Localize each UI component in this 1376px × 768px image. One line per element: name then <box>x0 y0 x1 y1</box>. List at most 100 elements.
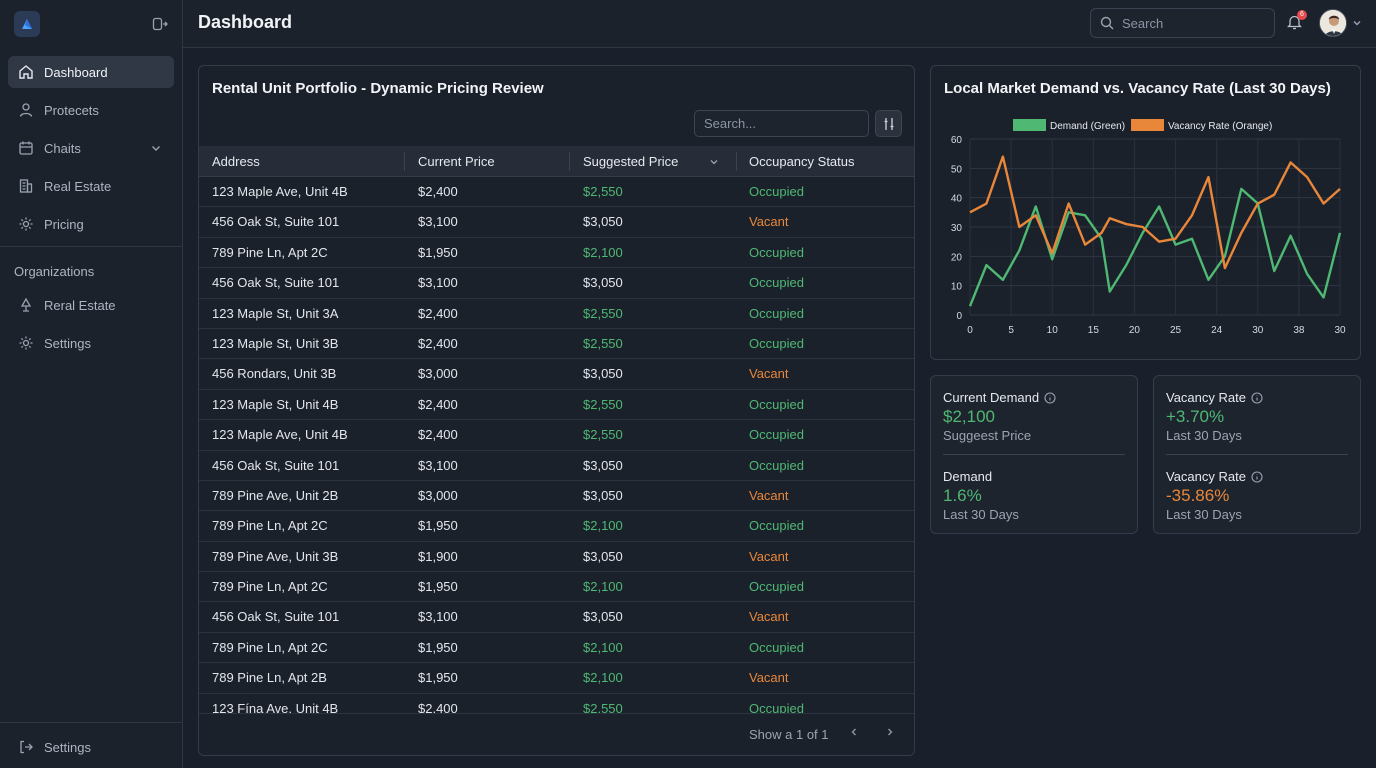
sidebar-nav: Dashboard Protecets Chaits Real Estate P… <box>0 48 182 240</box>
app-logo-icon[interactable] <box>14 11 40 37</box>
vacancy-stat-card: Vacancy Rate +3.70% Last 30 Days Vacancy… <box>1153 375 1361 534</box>
y-tick-label: 10 <box>951 282 963 293</box>
table-row[interactable]: 789 Pine Ave, Unit 2B $3,000 $3,050 Vacant <box>199 481 914 512</box>
stat-label: Vacancy Rate <box>1166 469 1263 484</box>
address-cell: 123 Maple St, Unit 4B <box>212 396 339 412</box>
table-row[interactable]: 123 Fína Ave, Unit 4B $2,400 $2,550 Occupi… <box>199 694 914 714</box>
gear-icon <box>18 216 34 232</box>
table-row[interactable]: 789 Pine Ave, Unit 3B $1,900 $3,050 Vacant <box>199 542 914 573</box>
sidebar-item-chaits[interactable]: Chaits <box>8 132 174 164</box>
table-search[interactable] <box>694 110 869 137</box>
sidebar-item-label: Reral Estate <box>44 297 116 313</box>
sidebar-item-pricing[interactable]: Pricing <box>8 208 174 240</box>
stat-value: +3.70% <box>1166 407 1225 426</box>
sidebar-item-dashboard[interactable]: Dashboard <box>8 56 174 88</box>
sort-chevron-icon[interactable] <box>709 157 719 167</box>
avatar[interactable] <box>1319 9 1347 37</box>
address-cell: 456 Oak St, Suite 101 <box>212 457 340 473</box>
x-tick-label: 20 <box>1129 325 1141 336</box>
suggested-price-cell: $3,050 <box>583 609 623 625</box>
user-icon <box>18 102 34 118</box>
legend-label: Vacancy Rate (Orange) <box>1168 121 1272 132</box>
sidebar-divider <box>0 246 182 247</box>
sidebar-item-reral-estate[interactable]: Reral Estate <box>8 289 174 321</box>
suggested-price-cell: $2,550 <box>583 396 623 412</box>
collapse-sidebar-icon[interactable] <box>152 16 168 32</box>
header-search[interactable] <box>1090 8 1275 38</box>
sidebar-item-label: Dashboard <box>44 64 108 80</box>
table-row[interactable]: 789 Pine Ln, Apt 2C $1,950 $2,100 Occupied <box>199 633 914 664</box>
card-divider <box>943 454 1125 455</box>
address-cell: 456 Oak St, Suite 101 <box>212 275 340 291</box>
table-row[interactable]: 456 Rondars, Unit 3B $3,000 $3,050 Vacant <box>199 359 914 390</box>
current-price-cell: $2,400 <box>418 335 458 351</box>
chevron-down-icon[interactable] <box>1352 18 1362 28</box>
chevron-left-icon[interactable] <box>849 727 859 737</box>
notification-badge: 6 <box>1297 10 1307 20</box>
occupancy-status-cell: Occupied <box>749 518 804 534</box>
table-row[interactable]: 123 Maple Ave, Unit 4B $2,400 $2,550 Occupi… <box>199 177 914 208</box>
logout-icon <box>18 739 34 755</box>
sidebar-item-settings[interactable]: Settings <box>8 731 174 763</box>
stat-label: Demand <box>943 469 992 484</box>
table-row[interactable]: 789 Pine Ln, Apt 2C $1,950 $2,100 Occupied <box>199 511 914 542</box>
table-row[interactable]: 456 Oak St, Suite 101 $3,100 $3,050 Vacant <box>199 602 914 633</box>
table-row[interactable]: 789 Pine Ln, Apt 2C $1,950 $2,100 Occupied <box>199 572 914 603</box>
chevron-right-icon[interactable] <box>885 727 895 737</box>
info-icon[interactable] <box>1044 391 1056 404</box>
sidebar-item-org-settings[interactable]: Settings <box>8 327 174 359</box>
stat-label-text: Current Demand <box>943 390 1040 405</box>
sidebar-item-real-estate[interactable]: Real Estate <box>8 170 174 202</box>
occupancy-status-cell: Occupied <box>749 639 804 655</box>
current-price-cell: $2,400 <box>418 700 458 714</box>
suggested-price-cell: $3,050 <box>583 275 623 291</box>
x-tick-label: 10 <box>1047 325 1059 336</box>
table-title: Rental Unit Portfolio - Dynamic Pricing … <box>212 80 544 97</box>
table-row[interactable]: 123 Maple St, Unit 3B $2,400 $2,550 Occupie… <box>199 329 914 360</box>
building-icon <box>18 178 34 194</box>
current-price-cell: $3,100 <box>418 457 458 473</box>
stat-label-text: Vacancy Rate <box>1166 469 1246 484</box>
table-row[interactable]: 456 Oak St, Suite 101 $3,100 $3,050 Occupie… <box>199 451 914 481</box>
table-row[interactable]: 123 Maple St, Unit 4B $2,400 $2,550 Occupie… <box>199 390 914 421</box>
table-search-input[interactable] <box>704 116 859 131</box>
tree-icon <box>18 297 34 313</box>
sidebar-section-title: Organizations <box>14 264 95 279</box>
y-tick-label: 50 <box>951 164 963 175</box>
chevron-down-icon[interactable] <box>150 142 162 154</box>
address-cell: 123 Maple Ave, Unit 4B <box>212 184 348 199</box>
suggested-price-cell: $3,050 <box>583 214 623 230</box>
sidebar-item-protecets[interactable]: Protecets <box>8 94 174 126</box>
legend-label: Demand (Green) <box>1050 121 1125 132</box>
column-header-current-price[interactable]: Current Price <box>418 154 495 169</box>
table-row[interactable]: 123 Maple Ave, Unit 4B $2,400 $2,550 Occupi… <box>199 420 914 451</box>
column-header-occupancy-status[interactable]: Occupancy Status <box>749 154 855 169</box>
page-title: Dashboard <box>198 12 293 32</box>
address-cell: 789 Pine Ln, Apt 2C <box>212 639 328 655</box>
current-price-cell: $2,400 <box>418 184 458 199</box>
table-row[interactable]: 456 Oak St, Suite 101 $3,100 $3,050 Vacant <box>199 207 914 238</box>
column-header-address[interactable]: Address <box>212 154 260 169</box>
filter-button[interactable] <box>875 110 902 137</box>
info-icon[interactable] <box>1251 470 1263 483</box>
table-row[interactable]: 123 Maple St, Unit 3A $2,400 $2,550 Occupie… <box>199 299 914 329</box>
current-price-cell: $1,950 <box>418 518 458 534</box>
notification-bell-icon[interactable] <box>1287 14 1302 30</box>
current-price-cell: $3,100 <box>418 275 458 291</box>
x-tick-label: 24 <box>1211 325 1223 336</box>
table-row[interactable]: 789 Pine Ln, Apt 2B $1,950 $2,100 Vacant <box>199 663 914 694</box>
address-cell: 123 Maple St, Unit 3A <box>212 305 339 321</box>
table-row[interactable]: 456 Oak St, Suite 101 $3,100 $3,050 Occupie… <box>199 268 914 299</box>
sidebar-item-label: Real Estate <box>44 178 112 194</box>
calendar-icon <box>18 140 34 156</box>
column-header-suggested-price[interactable]: Suggested Price <box>583 154 679 169</box>
table-row[interactable]: 789 Pine Ln, Apt 2C $1,950 $2,100 Occupied <box>199 238 914 269</box>
rental-units-table-panel: Rental Unit Portfolio - Dynamic Pricing … <box>198 65 915 756</box>
stat-subtext: Last 30 Days <box>1166 428 1242 443</box>
search-input[interactable] <box>1122 15 1262 31</box>
y-tick-label: 60 <box>951 135 963 146</box>
stat-subtext: Last 30 Days <box>943 507 1019 522</box>
address-cell: 789 Pine Ln, Apt 2C <box>212 579 328 595</box>
info-icon[interactable] <box>1251 391 1263 404</box>
current-price-cell: $1,950 <box>418 244 458 260</box>
